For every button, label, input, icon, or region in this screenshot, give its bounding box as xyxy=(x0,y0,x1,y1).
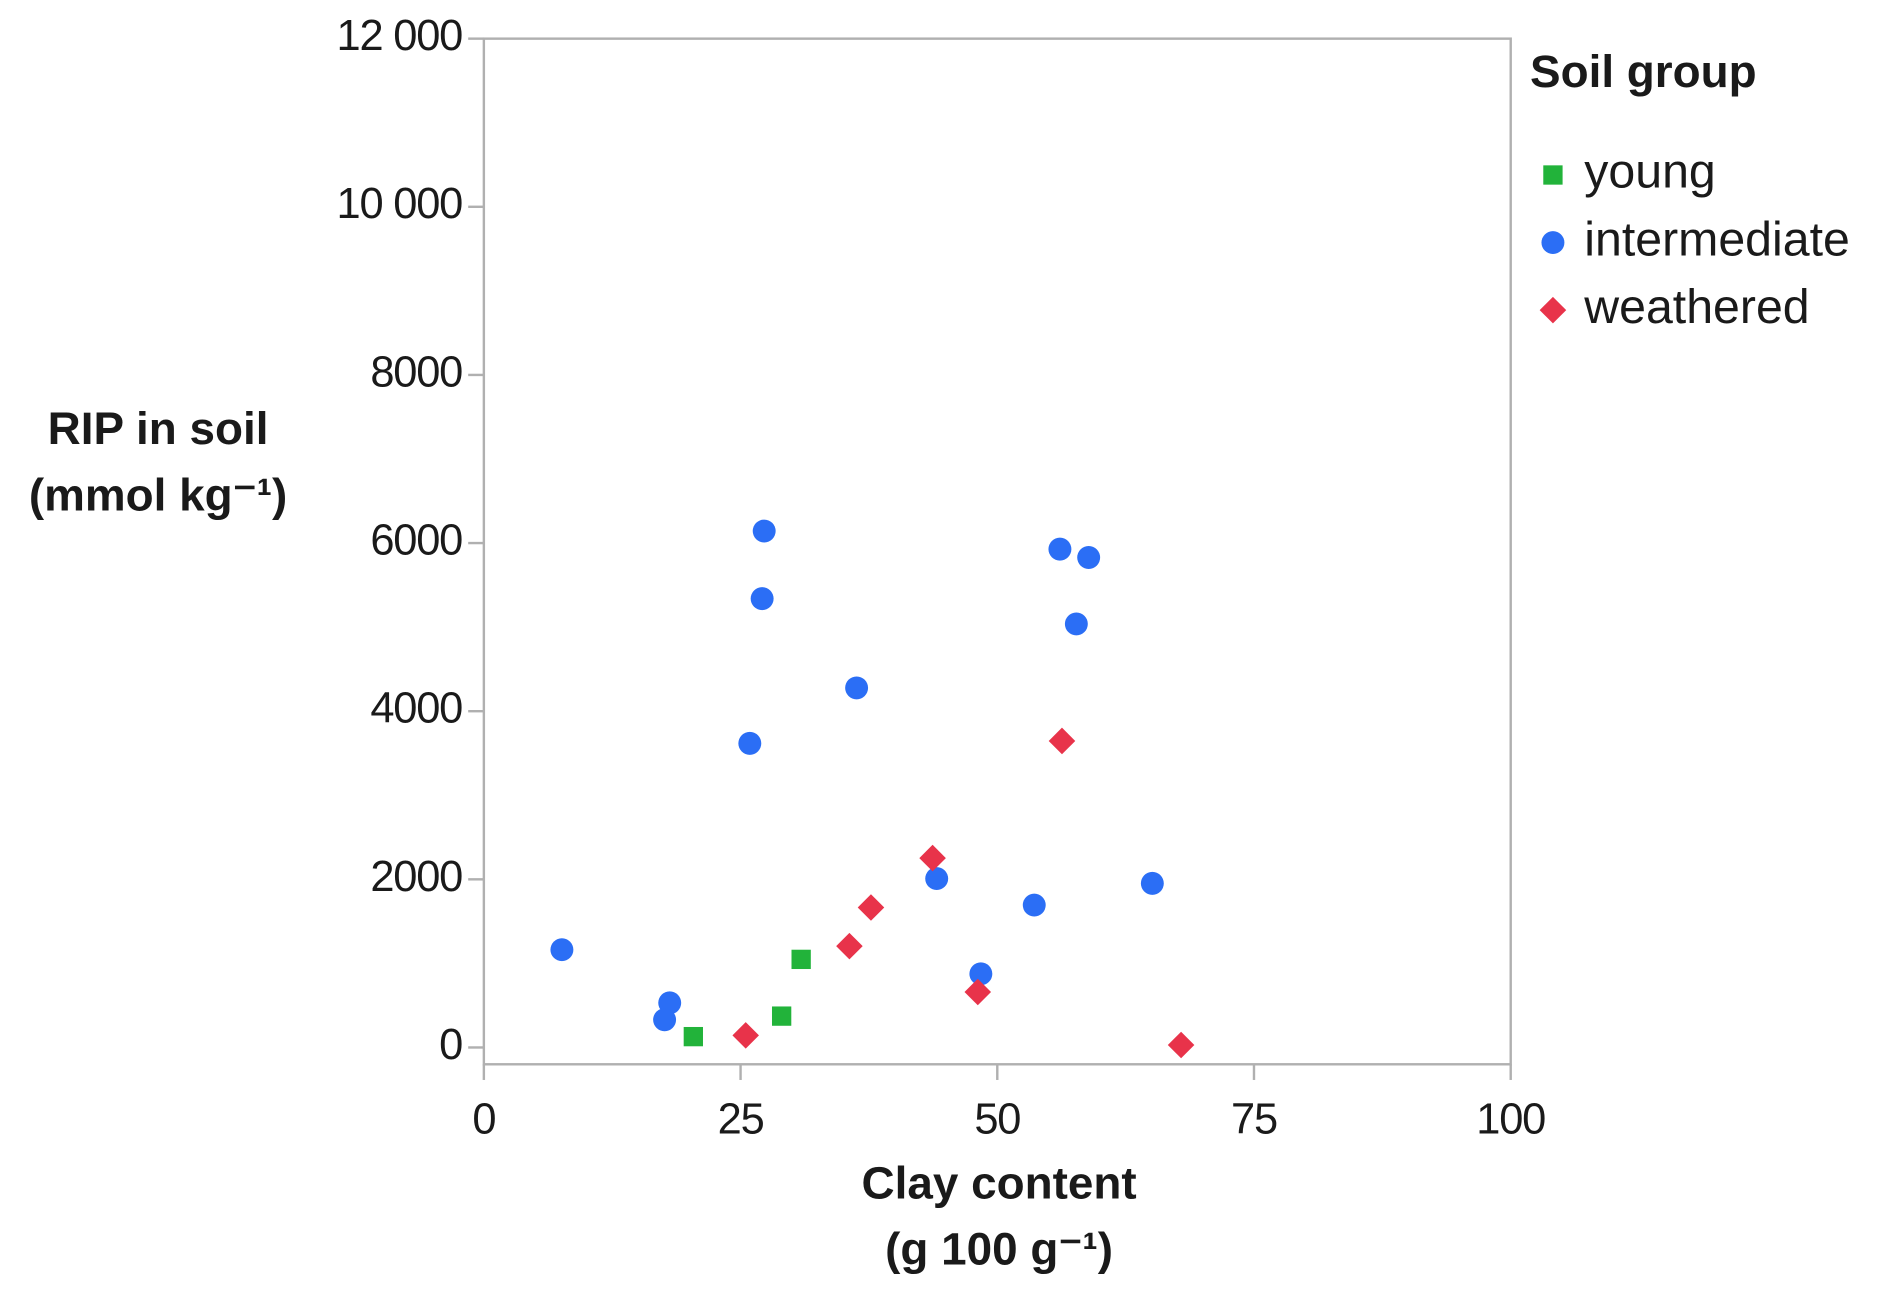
point xyxy=(845,676,869,700)
y-tick-label: 8000 xyxy=(370,348,462,396)
point xyxy=(752,519,776,543)
point xyxy=(1048,727,1076,755)
point xyxy=(653,1008,677,1032)
point xyxy=(969,962,993,986)
legend-label: weathered xyxy=(1583,280,1809,334)
point xyxy=(738,731,762,755)
x-axis-label: Clay content xyxy=(862,1156,1137,1208)
point xyxy=(919,844,946,872)
y-axis-label: (mmol kg⁻¹) xyxy=(29,468,288,520)
point xyxy=(771,1006,792,1026)
plot-frame xyxy=(482,37,1512,1066)
x-tick-label: 25 xyxy=(718,1096,764,1144)
y-tick-label: 2000 xyxy=(370,853,462,901)
point xyxy=(964,978,992,1006)
point xyxy=(925,867,949,891)
legend-marker xyxy=(1539,296,1567,324)
y-tick-label: 10 000 xyxy=(337,180,463,228)
x-tick-label: 50 xyxy=(974,1096,1020,1144)
point xyxy=(550,938,574,962)
point xyxy=(750,587,774,611)
y-axis-label: RIP in soil xyxy=(48,402,269,454)
point xyxy=(1048,537,1072,561)
point xyxy=(1167,1031,1195,1059)
x-tick-label: 0 xyxy=(472,1096,495,1144)
legend-title: Soil group xyxy=(1530,45,1757,97)
x-axis-label: (g 100 g⁻¹) xyxy=(885,1223,1113,1275)
point xyxy=(683,1026,703,1047)
y-tick-label: 12 000 xyxy=(337,12,463,60)
y-tick-label: 6000 xyxy=(370,517,462,565)
x-tick-label: 75 xyxy=(1231,1096,1277,1144)
x-tick-label: 100 xyxy=(1476,1096,1545,1144)
y-tick-label: 4000 xyxy=(370,685,462,733)
legend-marker xyxy=(1543,165,1563,185)
point xyxy=(1064,612,1088,636)
point xyxy=(732,1022,759,1049)
legend-label: young xyxy=(1584,145,1715,199)
point xyxy=(836,932,863,960)
point xyxy=(1140,871,1164,895)
point xyxy=(1077,546,1101,569)
point xyxy=(1022,893,1046,917)
legend-label: intermediate xyxy=(1584,212,1850,266)
legend-marker xyxy=(1541,231,1565,255)
point xyxy=(857,894,885,921)
y-tick-label: 0 xyxy=(439,1021,462,1069)
point xyxy=(791,949,811,970)
